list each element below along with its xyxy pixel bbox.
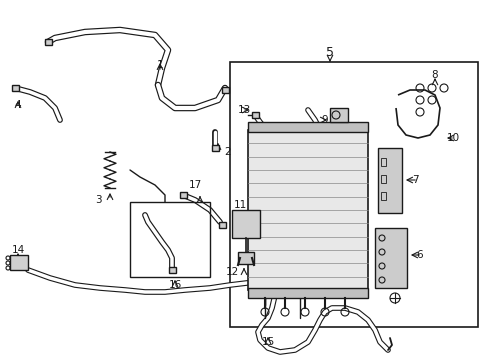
Bar	[238, 252, 253, 264]
Bar	[231, 210, 260, 238]
Text: 8: 8	[431, 70, 437, 80]
Text: 10: 10	[446, 133, 459, 143]
Bar	[374, 228, 406, 288]
Bar	[168, 267, 175, 273]
Bar	[221, 87, 228, 93]
Bar	[380, 175, 385, 183]
Text: 13: 13	[237, 105, 250, 115]
Bar	[247, 122, 367, 132]
Text: 6: 6	[416, 250, 423, 260]
Text: 11: 11	[233, 200, 246, 210]
Text: 16: 16	[168, 280, 181, 290]
Text: 12: 12	[225, 267, 238, 277]
Bar	[130, 202, 209, 277]
Bar	[44, 39, 51, 45]
Bar	[251, 112, 258, 118]
Bar	[229, 62, 477, 327]
Bar	[218, 222, 225, 228]
Text: 17: 17	[188, 180, 201, 190]
Text: 5: 5	[325, 45, 333, 58]
Bar	[380, 192, 385, 200]
Text: 14: 14	[11, 245, 24, 255]
Text: 9: 9	[321, 115, 327, 125]
Text: 3: 3	[95, 195, 101, 205]
Bar	[247, 288, 367, 298]
Text: 1: 1	[156, 60, 163, 70]
Text: 15: 15	[261, 337, 274, 347]
Bar	[377, 148, 401, 213]
Bar	[10, 255, 28, 270]
Bar	[12, 85, 19, 91]
Bar	[211, 145, 218, 151]
Bar	[179, 192, 186, 198]
Bar	[380, 158, 385, 166]
Bar	[329, 108, 347, 122]
Text: 2: 2	[224, 147, 231, 157]
Bar	[247, 130, 367, 290]
Text: 4: 4	[15, 100, 21, 110]
Text: 7: 7	[411, 175, 417, 185]
